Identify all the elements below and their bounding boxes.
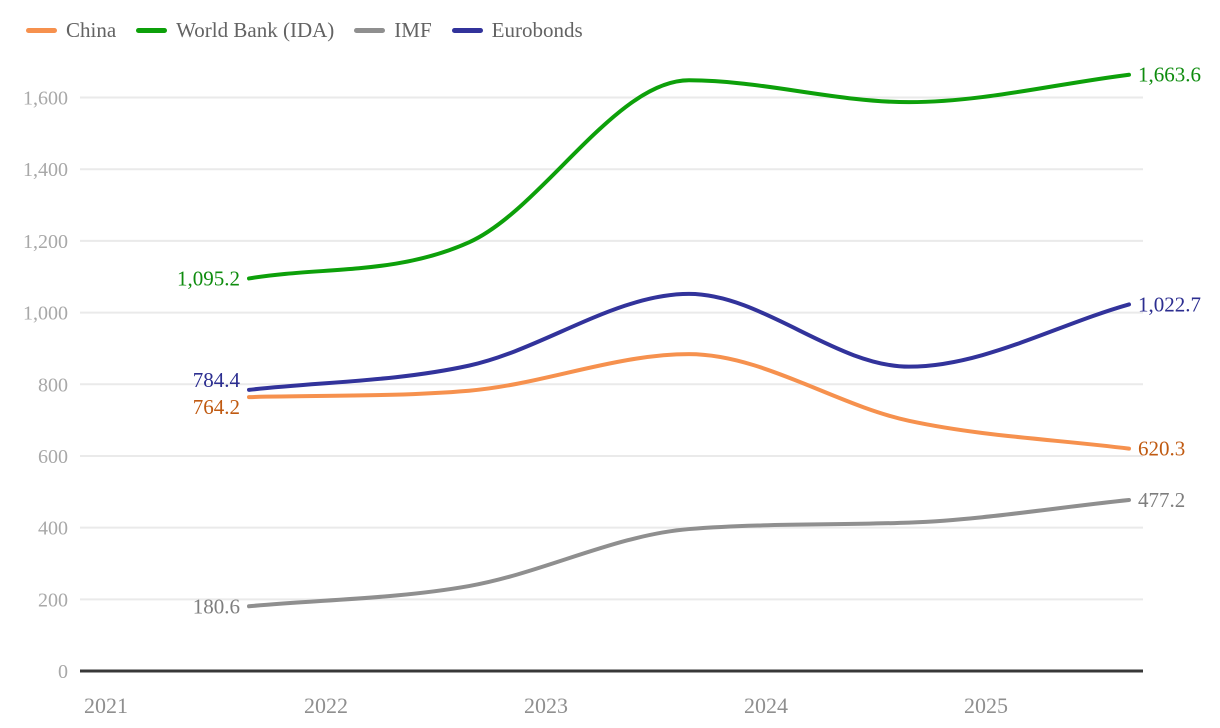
legend-item-imf: IMF xyxy=(354,18,432,42)
y-tick-label: 200 xyxy=(38,589,68,611)
legend-label-china: China xyxy=(66,18,117,42)
legend-item-eurobonds: Eurobonds xyxy=(451,18,583,42)
start-value-label-eurobonds: 784.4 xyxy=(193,368,241,392)
line-china xyxy=(247,352,1131,451)
y-tick-label: 1,000 xyxy=(23,303,68,325)
y-tick-label: 0 xyxy=(58,661,68,683)
line-world-bank-ida xyxy=(247,72,1131,281)
end-value-label-china: 620.3 xyxy=(1138,437,1185,461)
legend-swatch-china xyxy=(26,28,57,33)
end-value-label-eurobonds: 1,022.7 xyxy=(1138,292,1201,316)
line-imf xyxy=(247,497,1131,609)
x-tick-label: 2023 xyxy=(524,693,568,718)
legend-label-eurobonds: Eurobonds xyxy=(491,18,583,42)
end-value-label-imf: 477.2 xyxy=(1138,488,1185,512)
start-value-label-world-bank-ida: 1,095.2 xyxy=(177,266,240,290)
legend-swatch-world-bank-ida xyxy=(136,28,168,33)
legend-item-china: China xyxy=(26,20,116,41)
x-tick-label: 2022 xyxy=(304,693,348,718)
y-tick-label: 400 xyxy=(38,518,68,540)
legend-item-world-bank-ida: World Bank (IDA) xyxy=(136,20,334,41)
y-tick-label: 800 xyxy=(38,374,68,396)
legend-swatch-imf xyxy=(354,28,386,33)
y-tick-label: 1,400 xyxy=(23,159,68,181)
x-tick-label: 2021 xyxy=(84,693,128,718)
y-tick-label: 1,600 xyxy=(23,88,68,110)
start-value-label-china: 764.2 xyxy=(193,395,240,419)
line-eurobonds xyxy=(247,291,1131,392)
y-tick-label: 600 xyxy=(38,446,68,468)
x-tick-label: 2024 xyxy=(744,693,788,718)
legend-swatch-eurobonds xyxy=(451,28,483,33)
x-tick-label: 2025 xyxy=(964,693,1008,718)
y-tick-label: 1,200 xyxy=(23,231,68,253)
legend-label-world-bank-ida: World Bank (IDA) xyxy=(176,18,335,42)
legend-label-imf: IMF xyxy=(394,18,432,42)
chart-legend: China World Bank (IDA) IMF Eurobonds xyxy=(26,20,583,41)
end-value-label-world-bank-ida: 1,663.6 xyxy=(1138,63,1201,87)
start-value-label-imf: 180.6 xyxy=(193,594,240,618)
